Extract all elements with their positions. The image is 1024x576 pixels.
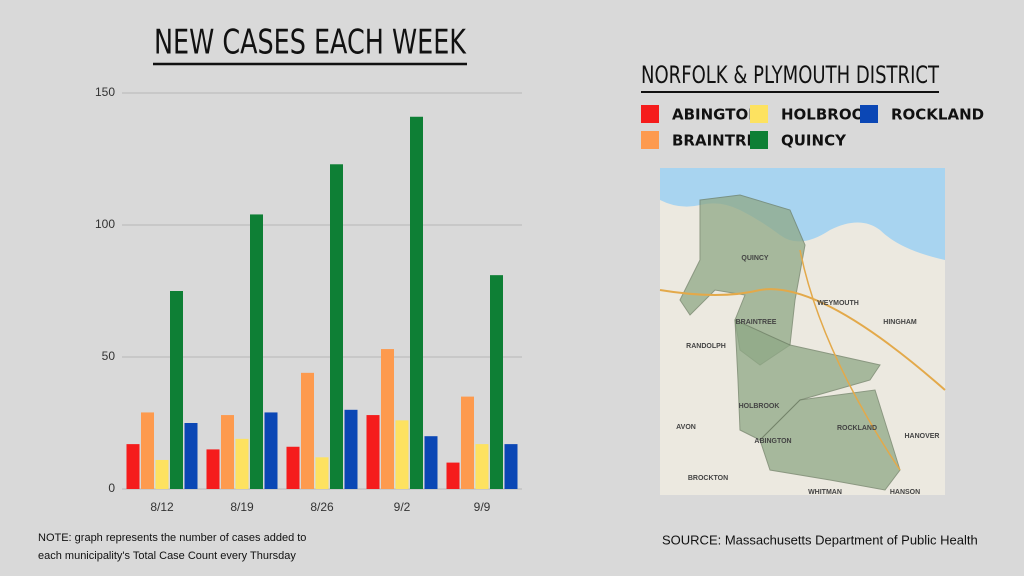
bar <box>446 462 460 489</box>
map-label: RANDOLPH <box>686 343 726 350</box>
chart-title: NEW CASES EACH WEEK <box>154 23 467 63</box>
legend-label: QUINCY <box>781 132 847 150</box>
legend-swatch <box>641 105 659 123</box>
legend-label: BRAINTREE <box>672 132 767 150</box>
legend-label: ROCKLAND <box>891 106 984 124</box>
bar <box>330 164 343 489</box>
map-label: BROCKTON <box>688 475 728 482</box>
map <box>659 168 946 495</box>
map-road <box>799 249 901 471</box>
bar <box>184 423 198 489</box>
map-label: ABINGTON <box>754 438 791 445</box>
bar <box>286 446 300 489</box>
map-label: WEYMOUTH <box>817 300 859 307</box>
map-label: HANSON <box>890 489 920 496</box>
map-label: WHITMAN <box>808 489 842 496</box>
bar <box>170 291 183 489</box>
legend-title: NORFOLK & PLYMOUTH DISTRICT <box>641 61 939 89</box>
x-tick-label: 9/2 <box>394 500 411 514</box>
bar <box>141 412 154 489</box>
source: SOURCE: Massachusetts Department of Publ… <box>662 532 978 547</box>
x-tick-label: 8/26 <box>310 500 334 514</box>
map-label: QUINCY <box>741 255 769 262</box>
bar <box>410 116 423 489</box>
map-label: HOLBROOK <box>739 403 780 410</box>
bar <box>490 275 503 489</box>
map-road <box>659 288 946 391</box>
legend-swatch <box>860 105 878 123</box>
bar <box>315 457 329 489</box>
legend-label: ABINGTON <box>672 106 761 124</box>
map-water <box>660 168 945 260</box>
y-tick-label: 150 <box>95 85 115 99</box>
bar <box>475 444 489 489</box>
bar <box>504 444 518 489</box>
note: each municipality's Total Case Count eve… <box>38 550 296 562</box>
x-tick-label: 8/12 <box>150 500 174 514</box>
x-tick-label: 9/9 <box>474 500 491 514</box>
bar <box>250 214 263 489</box>
legend-label: HOLBROOK <box>781 106 877 124</box>
map-label: HANOVER <box>904 433 939 440</box>
bar <box>235 438 249 489</box>
map-label: BRAINTREE <box>736 319 777 326</box>
legend-swatch <box>750 105 768 123</box>
legend-swatch <box>641 131 659 149</box>
note: NOTE: graph represents the number of cas… <box>38 532 306 544</box>
bar <box>155 459 169 489</box>
bar <box>126 444 140 489</box>
y-tick-label: 100 <box>95 217 115 231</box>
map-label: AVON <box>676 424 696 431</box>
bar <box>395 420 409 489</box>
bar <box>221 415 234 489</box>
bar <box>344 409 358 489</box>
bar <box>264 412 278 489</box>
legend-swatch <box>750 131 768 149</box>
map-district <box>759 389 901 491</box>
bar <box>366 415 380 489</box>
map-label: HINGHAM <box>883 319 917 326</box>
bar <box>424 436 438 489</box>
bar <box>206 449 220 489</box>
bar <box>461 396 474 489</box>
y-tick-label: 50 <box>102 349 116 363</box>
bar <box>381 349 394 489</box>
bar <box>301 372 314 489</box>
x-tick-label: 8/19 <box>230 500 254 514</box>
y-tick-label: 0 <box>108 481 115 495</box>
map-label: ROCKLAND <box>837 425 877 432</box>
